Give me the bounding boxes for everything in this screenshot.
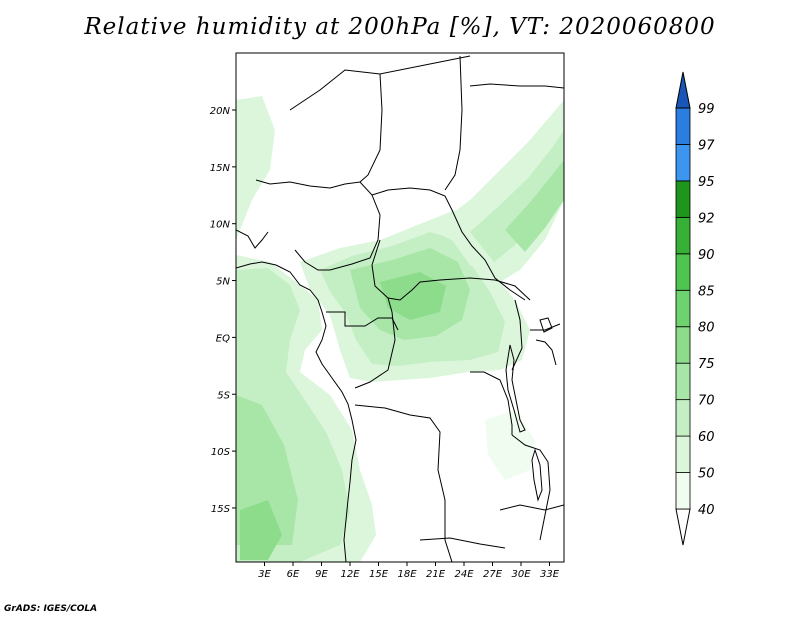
colorbar-level-label: 99 xyxy=(698,102,715,117)
colorbar-swatch xyxy=(675,472,691,510)
lon-tick-label: 27E xyxy=(483,569,503,580)
colorbar-level-label: 70 xyxy=(698,394,715,409)
colorbar-level-label: 90 xyxy=(698,248,715,263)
lon-tick-label: 33E xyxy=(540,569,560,580)
lat-tick-label: 10S xyxy=(211,447,231,458)
lake-outlines xyxy=(505,317,553,502)
colorbar-swatch xyxy=(675,399,691,437)
lat-tick-label: 15S xyxy=(211,504,231,515)
colorbar-level-label: 75 xyxy=(698,357,715,372)
colorbar-swatch xyxy=(675,180,691,218)
colorbar-level-label: 40 xyxy=(698,503,715,518)
lon-tick-label: 3E xyxy=(258,569,271,580)
colorbar-swatch xyxy=(675,435,691,473)
lon-tick-label: 9E xyxy=(315,569,328,580)
lat-tick-label: 5N xyxy=(216,277,230,288)
lat-tick-label: EQ xyxy=(216,333,230,344)
colorbar-over-arrow xyxy=(675,71,691,109)
colorbar-swatch xyxy=(675,144,691,182)
colorbar-swatch xyxy=(675,216,691,255)
colorbar-level-label: 95 xyxy=(698,175,715,190)
colorbar-level-label: 60 xyxy=(698,430,715,445)
colorbar-swatch xyxy=(675,362,691,401)
latitude-axis: 20N 15N 10N 5N EQ 5S 10S 15S xyxy=(210,106,236,515)
lat-tick-label: 15N xyxy=(210,163,231,174)
colorbar: 40 50 60 70 75 80 85 90 92 95 97 99 xyxy=(675,71,715,546)
lat-tick-label: 20N xyxy=(210,106,231,117)
humidity-shading xyxy=(236,96,564,562)
colorbar-level-label: 92 xyxy=(698,211,715,226)
lat-tick-label: 5S xyxy=(217,390,230,401)
lon-tick-label: 24E xyxy=(454,569,474,580)
map-title: Relative humidity at 200hPa [%], VT: 202… xyxy=(84,14,716,40)
lon-tick-label: 21E xyxy=(426,569,446,580)
lon-tick-label: 30E xyxy=(511,569,531,580)
map-frame xyxy=(235,52,565,563)
colorbar-swatch xyxy=(675,107,691,145)
colorbar-level-label: 50 xyxy=(698,467,715,482)
lon-tick-label: 15E xyxy=(369,569,389,580)
longitude-axis: 3E 6E 9E 12E 15E 18E 21E 24E 27E 30E 33E xyxy=(258,562,560,580)
colorbar-under-arrow xyxy=(675,508,691,546)
colorbar-level-label: 85 xyxy=(698,284,715,299)
colorbar-swatch xyxy=(675,253,691,291)
lon-tick-label: 18E xyxy=(397,569,417,580)
colorbar-swatch xyxy=(675,289,691,328)
colorbar-swatch xyxy=(675,326,691,364)
grads-credit: GrADS: IGES/COLA xyxy=(4,604,98,614)
lat-tick-label: 10N xyxy=(210,220,231,231)
country-borders xyxy=(236,55,564,562)
lon-tick-label: 6E xyxy=(287,569,300,580)
colorbar-level-label: 97 xyxy=(698,138,715,153)
colorbar-level-label: 80 xyxy=(698,321,715,336)
lon-tick-label: 12E xyxy=(340,569,360,580)
